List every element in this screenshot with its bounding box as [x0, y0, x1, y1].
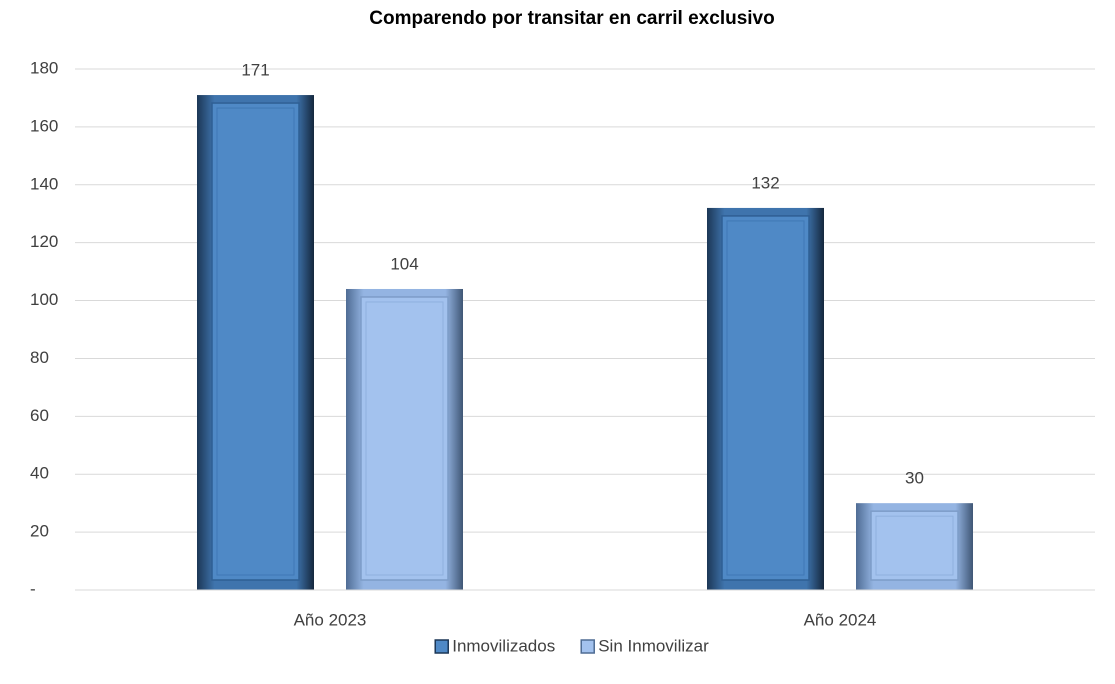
legend-label: Sin Inmovilizar	[598, 636, 709, 655]
legend-marker	[434, 639, 449, 654]
x-tick-label: Año 2023	[294, 610, 367, 629]
chart-title: Comparendo por transitar en carril exclu…	[369, 8, 774, 29]
y-tick-label: 40	[30, 464, 49, 483]
y-tick-label: 180	[30, 58, 58, 77]
y-tick-label: 140	[30, 174, 58, 193]
bar-face	[721, 215, 810, 581]
y-tick-label: -	[30, 579, 36, 598]
data-label: 30	[905, 469, 924, 488]
y-tick-label: 80	[30, 348, 49, 367]
x-tick-label: Año 2024	[804, 610, 877, 629]
data-label: 104	[390, 254, 418, 273]
data-label: 171	[241, 61, 269, 80]
bar-inner	[726, 220, 805, 576]
y-tick-label: 60	[30, 406, 49, 425]
bar-face	[870, 510, 959, 581]
bar-inner	[875, 515, 954, 576]
y-tick-label: 20	[30, 522, 49, 541]
legend-marker	[580, 639, 595, 654]
y-tick-label: 160	[30, 116, 58, 135]
bar-face	[211, 102, 300, 581]
y-tick-label: 120	[30, 232, 58, 251]
legend-label: Inmovilizados	[452, 636, 555, 655]
bar-inner	[365, 301, 444, 576]
bar-inner	[216, 107, 295, 576]
data-label: 132	[751, 173, 779, 192]
bar-face	[360, 296, 449, 581]
y-tick-label: 100	[30, 290, 58, 309]
